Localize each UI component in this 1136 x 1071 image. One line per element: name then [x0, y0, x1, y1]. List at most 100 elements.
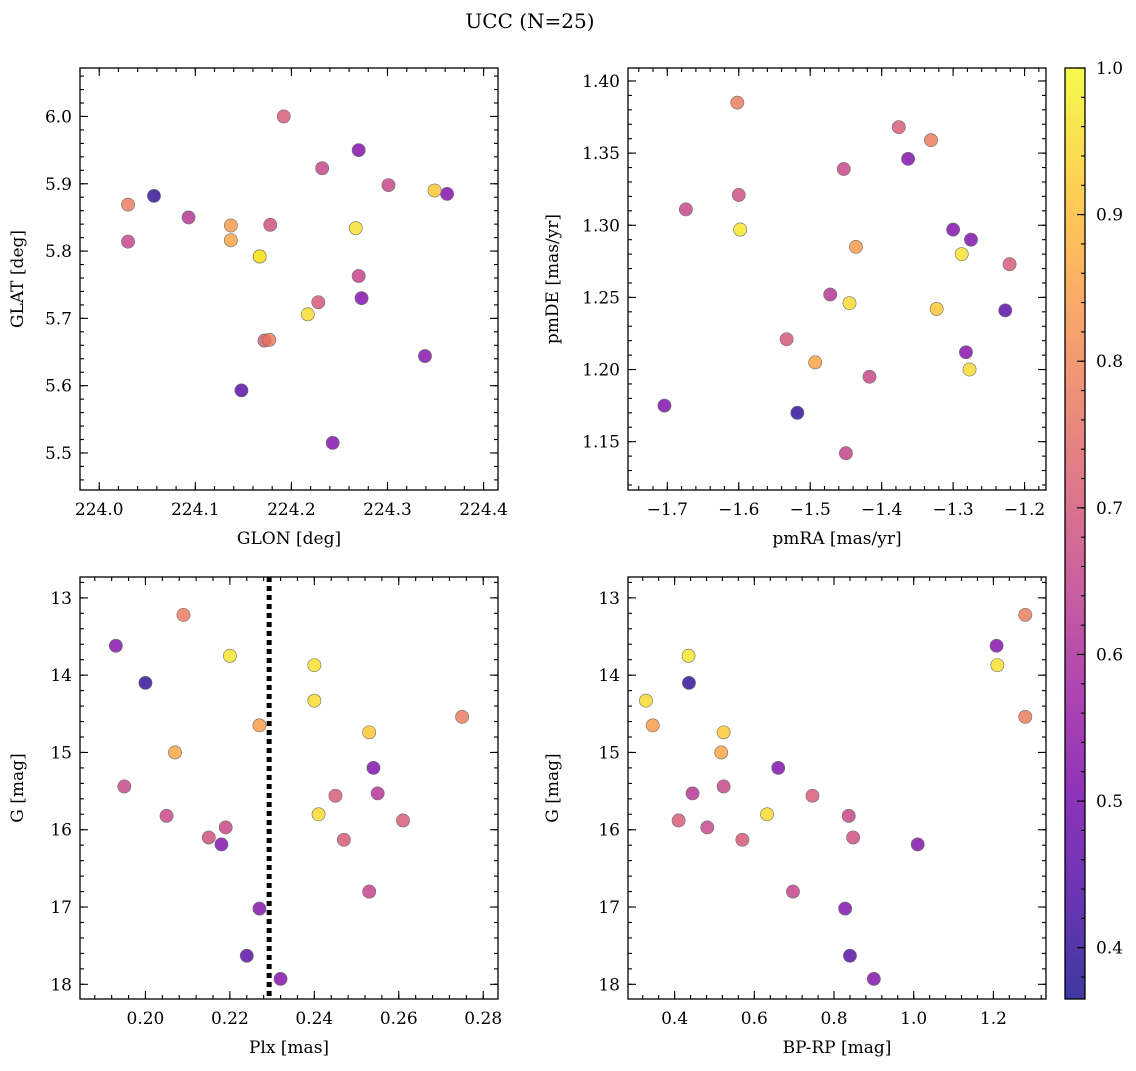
- y-tick-label: 5.6: [45, 377, 72, 397]
- data-point: [786, 884, 800, 899]
- data-point: [427, 183, 442, 198]
- data-point: [263, 217, 278, 232]
- data-point: [946, 222, 961, 237]
- y-tick-label: 1.25: [582, 288, 620, 308]
- data-point: [771, 761, 786, 775]
- y-tick-label: 5.5: [45, 444, 72, 464]
- data-point: [121, 234, 135, 249]
- colorbar: 0.4 0.5 0.6 0.7 0.8 0.9 1.0: [1064, 59, 1123, 1000]
- x-tick-label: 224.0: [75, 500, 124, 520]
- data-point: [836, 162, 851, 176]
- data-point: [842, 296, 857, 311]
- data-point: [418, 349, 432, 363]
- y-tick-label: 13: [598, 589, 620, 609]
- y-tick-label: 16: [50, 821, 72, 841]
- data-point: [846, 830, 861, 845]
- x-tick-label: 224.2: [267, 500, 316, 520]
- data-point: [218, 820, 233, 835]
- colorbar-tick-label: 0.7: [1096, 499, 1123, 519]
- data-point: [671, 813, 686, 828]
- x-tick-label: 0.28: [464, 1009, 502, 1029]
- data-point: [733, 222, 748, 237]
- data-point: [351, 143, 366, 158]
- x-axis-label: GLON [deg]: [237, 529, 341, 549]
- data-point: [990, 658, 1005, 673]
- data-point: [841, 808, 856, 823]
- data-point: [839, 446, 853, 461]
- colorbar-tick-label: 0.5: [1096, 792, 1123, 812]
- data-point: [805, 788, 820, 803]
- y-tick-label: 5.8: [45, 242, 72, 262]
- data-point: [315, 161, 330, 176]
- data-point: [108, 638, 123, 653]
- data-point: [700, 820, 715, 835]
- data-point: [823, 287, 838, 302]
- x-tick-label: 0.8: [820, 1009, 847, 1029]
- data-point: [262, 333, 277, 347]
- y-tick-label: 17: [50, 898, 72, 918]
- data-point: [214, 837, 229, 852]
- data-point: [779, 332, 794, 347]
- colorbar-gradient: [1065, 68, 1085, 999]
- data-point: [678, 202, 693, 217]
- data-point: [362, 884, 377, 899]
- data-point: [849, 239, 863, 254]
- data-point: [138, 675, 153, 690]
- data-point: [239, 948, 254, 963]
- data-point: [223, 233, 238, 248]
- x-tick-label: −1.2: [1004, 500, 1045, 520]
- y-tick-label: 1.35: [582, 144, 620, 164]
- axes-frame: [79, 67, 499, 491]
- data-point: [685, 786, 700, 801]
- data-point: [843, 948, 857, 963]
- data-point: [381, 178, 396, 193]
- axes-frame: [627, 576, 1047, 1000]
- axes-frame: [627, 67, 1047, 491]
- data-point: [366, 761, 381, 775]
- y-tick-label: 1.30: [582, 216, 620, 236]
- data-point: [362, 725, 377, 740]
- y-tick-label: 16: [598, 821, 620, 841]
- x-tick-label: 0.20: [127, 1009, 165, 1029]
- data-point: [716, 779, 731, 794]
- colorbar-tick-label: 0.9: [1096, 206, 1123, 226]
- data-point: [924, 133, 938, 148]
- data-point: [276, 109, 291, 124]
- data-point: [370, 786, 385, 801]
- x-tick-label: −1.4: [861, 500, 902, 520]
- data-point: [735, 832, 750, 847]
- x-tick-label: −1.7: [647, 500, 688, 520]
- y-tick-label: 14: [50, 666, 72, 686]
- panel-plx-g: 0.20 0.22 0.24 0.26 0.28 13 14 15 16 17 18 Plx [mas…: [8, 576, 502, 1058]
- data-point: [307, 693, 322, 708]
- data-point: [201, 830, 216, 845]
- data-point: [964, 232, 978, 247]
- data-point: [910, 837, 925, 852]
- data-point: [959, 345, 973, 360]
- data-point: [223, 218, 238, 233]
- x-tick-label: 0.24: [295, 1009, 333, 1029]
- data-point: [962, 362, 977, 377]
- x-tick-label: 224.4: [459, 500, 508, 520]
- y-tick-label: 1.20: [582, 361, 620, 381]
- data-point: [336, 832, 351, 847]
- data-point: [176, 607, 191, 622]
- x-tick-label: 1.0: [900, 1009, 927, 1029]
- colorbar-tick-label: 0.8: [1096, 352, 1123, 372]
- data-point: [731, 188, 746, 202]
- data-point: [354, 291, 369, 306]
- colorbar-tick-label: 1.0: [1096, 59, 1123, 79]
- data-point: [645, 718, 660, 733]
- x-tick-label: 224.3: [363, 500, 412, 520]
- data-point: [808, 355, 823, 370]
- x-tick-label: 0.4: [661, 1009, 688, 1029]
- data-point: [311, 295, 326, 310]
- data-point: [1002, 257, 1017, 272]
- data-point: [901, 151, 915, 166]
- data-point: [998, 303, 1013, 318]
- data-point: [328, 788, 343, 803]
- data-point: [866, 972, 881, 986]
- data-point: [300, 307, 315, 322]
- y-tick-label: 1.40: [582, 72, 620, 92]
